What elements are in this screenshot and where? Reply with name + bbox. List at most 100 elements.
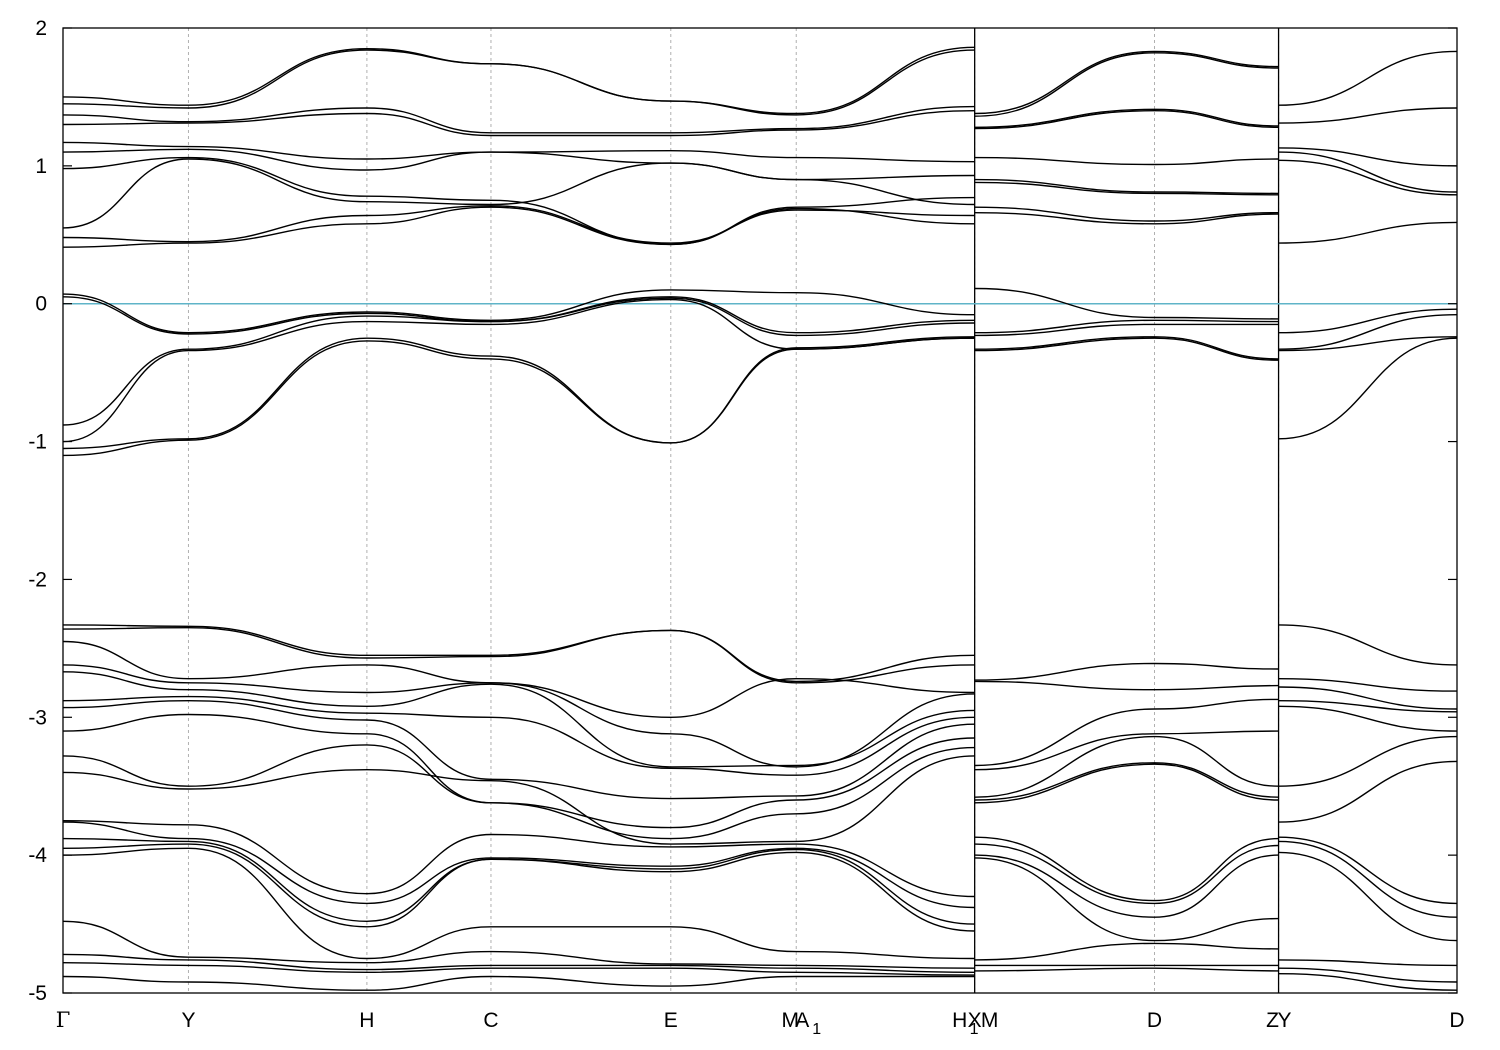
- band-line: [1278, 967, 1458, 983]
- band-line: [62, 156, 975, 246]
- band-line: [1278, 760, 1458, 823]
- kpoint-label: Γ: [56, 1008, 71, 1032]
- y-tick-label: -5: [28, 982, 47, 1005]
- kpoint-label: M: [781, 1009, 799, 1032]
- kpoint-label-subscript: 1: [970, 1021, 979, 1038]
- band-line: [62, 110, 975, 137]
- band-line: [1278, 973, 1458, 991]
- band-line: [974, 323, 1279, 337]
- kpoint-label-text: H: [952, 1009, 967, 1032]
- band-line: [62, 713, 975, 829]
- band-line: [62, 148, 975, 181]
- y-tick-label: -3: [28, 706, 47, 729]
- grid-lines: [187, 28, 1280, 993]
- band-line: [62, 847, 975, 960]
- band-line: [62, 837, 975, 925]
- y-tick-label: 0: [35, 293, 47, 316]
- band-line: [62, 695, 975, 776]
- band-line: [62, 296, 975, 335]
- band-line: [1278, 336, 1458, 352]
- band-line: [974, 52, 1279, 117]
- band-line: [1278, 851, 1458, 942]
- kpoint-label: X: [968, 1009, 982, 1032]
- band-line: [1278, 308, 1458, 334]
- band-line: [62, 821, 975, 909]
- band-line: [974, 287, 1279, 320]
- bands-layer: [62, 46, 1458, 991]
- band-line: [62, 920, 975, 969]
- band-line: [1278, 705, 1458, 732]
- band-line: [1278, 337, 1458, 440]
- band-line: [974, 108, 1279, 128]
- y-tick-label: 1: [35, 155, 47, 178]
- band-line: [974, 843, 1279, 905]
- band-line: [1278, 151, 1458, 193]
- band-line: [1278, 314, 1458, 350]
- kpoint-label: E: [664, 1009, 678, 1032]
- kpoint-label-text: X: [968, 1009, 982, 1032]
- kpoint-label: Y: [181, 1009, 195, 1032]
- kpoint-label-text: M: [981, 1009, 999, 1032]
- band-line: [62, 843, 975, 932]
- band-line: [1278, 147, 1458, 167]
- band-line: [62, 337, 975, 457]
- y-tick-label: -4: [28, 844, 47, 867]
- band-line: [974, 109, 1279, 130]
- band-line: [974, 730, 1279, 771]
- band-line: [1278, 700, 1458, 713]
- band-line: [1278, 624, 1458, 666]
- kpoint-label-text: D: [1449, 1009, 1464, 1032]
- kpoint-label: M: [981, 1009, 999, 1032]
- band-line: [1278, 959, 1458, 967]
- band-line: [62, 49, 975, 116]
- band-line: [974, 680, 1279, 691]
- kpoint-label-text: C: [483, 1009, 498, 1032]
- band-line: [974, 206, 1279, 222]
- band-line: [62, 820, 975, 898]
- kpoint-label-text: Y: [181, 1009, 195, 1032]
- kpoint-label-text: E: [664, 1009, 678, 1032]
- band-line: [62, 755, 975, 845]
- band-line: [1278, 159, 1458, 196]
- band-line: [62, 664, 975, 768]
- band-line: [62, 205, 975, 244]
- kpoint-label: H: [359, 1009, 374, 1032]
- band-line: [974, 212, 1279, 225]
- y-axis-ticks: -5 -4 -3 -2 -1 0 1 2: [28, 17, 1457, 1005]
- band-line: [974, 50, 1279, 115]
- band-line: [974, 763, 1279, 804]
- band-line: [974, 337, 1279, 361]
- band-line: [62, 336, 975, 450]
- band-line: [974, 762, 1279, 801]
- y-tick-label: -1: [28, 431, 47, 454]
- band-line: [974, 735, 1279, 798]
- band-line: [62, 953, 975, 973]
- kpoint-label: Z: [1266, 1009, 1279, 1032]
- band-line: [974, 698, 1279, 767]
- plot-frame: [62, 27, 1458, 994]
- band-line: [1278, 735, 1458, 787]
- band-line: [974, 181, 1279, 196]
- kpoint-label-text: Γ: [56, 1008, 71, 1032]
- band-line: [62, 640, 975, 719]
- band-line: [62, 626, 975, 684]
- band-line: [62, 962, 975, 976]
- band-line: [62, 46, 975, 115]
- band-line: [1278, 686, 1458, 710]
- band-line: [62, 671, 975, 768]
- kpoint-label-subscript: 1: [812, 1021, 821, 1038]
- band-line: [62, 975, 975, 991]
- band-line: [974, 942, 1279, 961]
- band-line: [1278, 221, 1458, 244]
- band-line: [62, 158, 975, 229]
- band-line: [974, 662, 1279, 681]
- band-line: [62, 744, 975, 840]
- y-tick-label: -2: [28, 568, 47, 591]
- band-line: [974, 156, 1279, 166]
- kpoint-label: C: [483, 1009, 498, 1032]
- band-line: [1278, 840, 1458, 918]
- y-tick-label: 2: [35, 17, 47, 40]
- kpoint-label: Y: [1278, 1009, 1292, 1032]
